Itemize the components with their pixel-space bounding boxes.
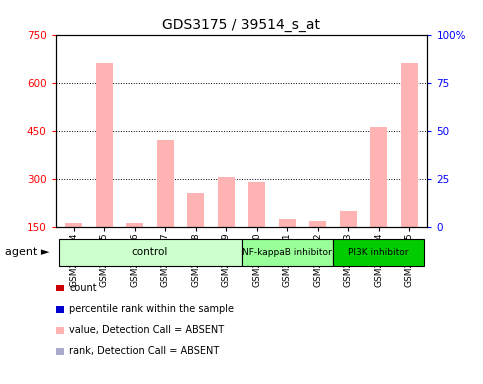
Text: control: control <box>132 247 168 258</box>
Text: value, Detection Call = ABSENT: value, Detection Call = ABSENT <box>69 325 224 335</box>
Text: count: count <box>69 283 97 293</box>
Bar <box>96 63 113 227</box>
FancyBboxPatch shape <box>333 238 425 266</box>
Bar <box>127 223 143 227</box>
Text: NF-kappaB inhibitor: NF-kappaB inhibitor <box>242 248 332 257</box>
Bar <box>157 140 174 227</box>
Bar <box>370 127 387 227</box>
Bar <box>279 218 296 227</box>
FancyBboxPatch shape <box>58 238 242 266</box>
Bar <box>340 210 356 227</box>
Bar <box>187 193 204 227</box>
Bar <box>66 223 82 227</box>
Text: rank, Detection Call = ABSENT: rank, Detection Call = ABSENT <box>69 346 219 356</box>
Bar <box>309 221 326 227</box>
Bar <box>248 182 265 227</box>
Title: GDS3175 / 39514_s_at: GDS3175 / 39514_s_at <box>162 18 321 32</box>
Text: PI3K inhibitor: PI3K inhibitor <box>348 248 409 257</box>
Text: percentile rank within the sample: percentile rank within the sample <box>69 304 234 314</box>
Bar <box>401 63 417 227</box>
FancyBboxPatch shape <box>242 238 333 266</box>
Text: agent ►: agent ► <box>5 247 49 258</box>
Bar <box>218 177 235 227</box>
